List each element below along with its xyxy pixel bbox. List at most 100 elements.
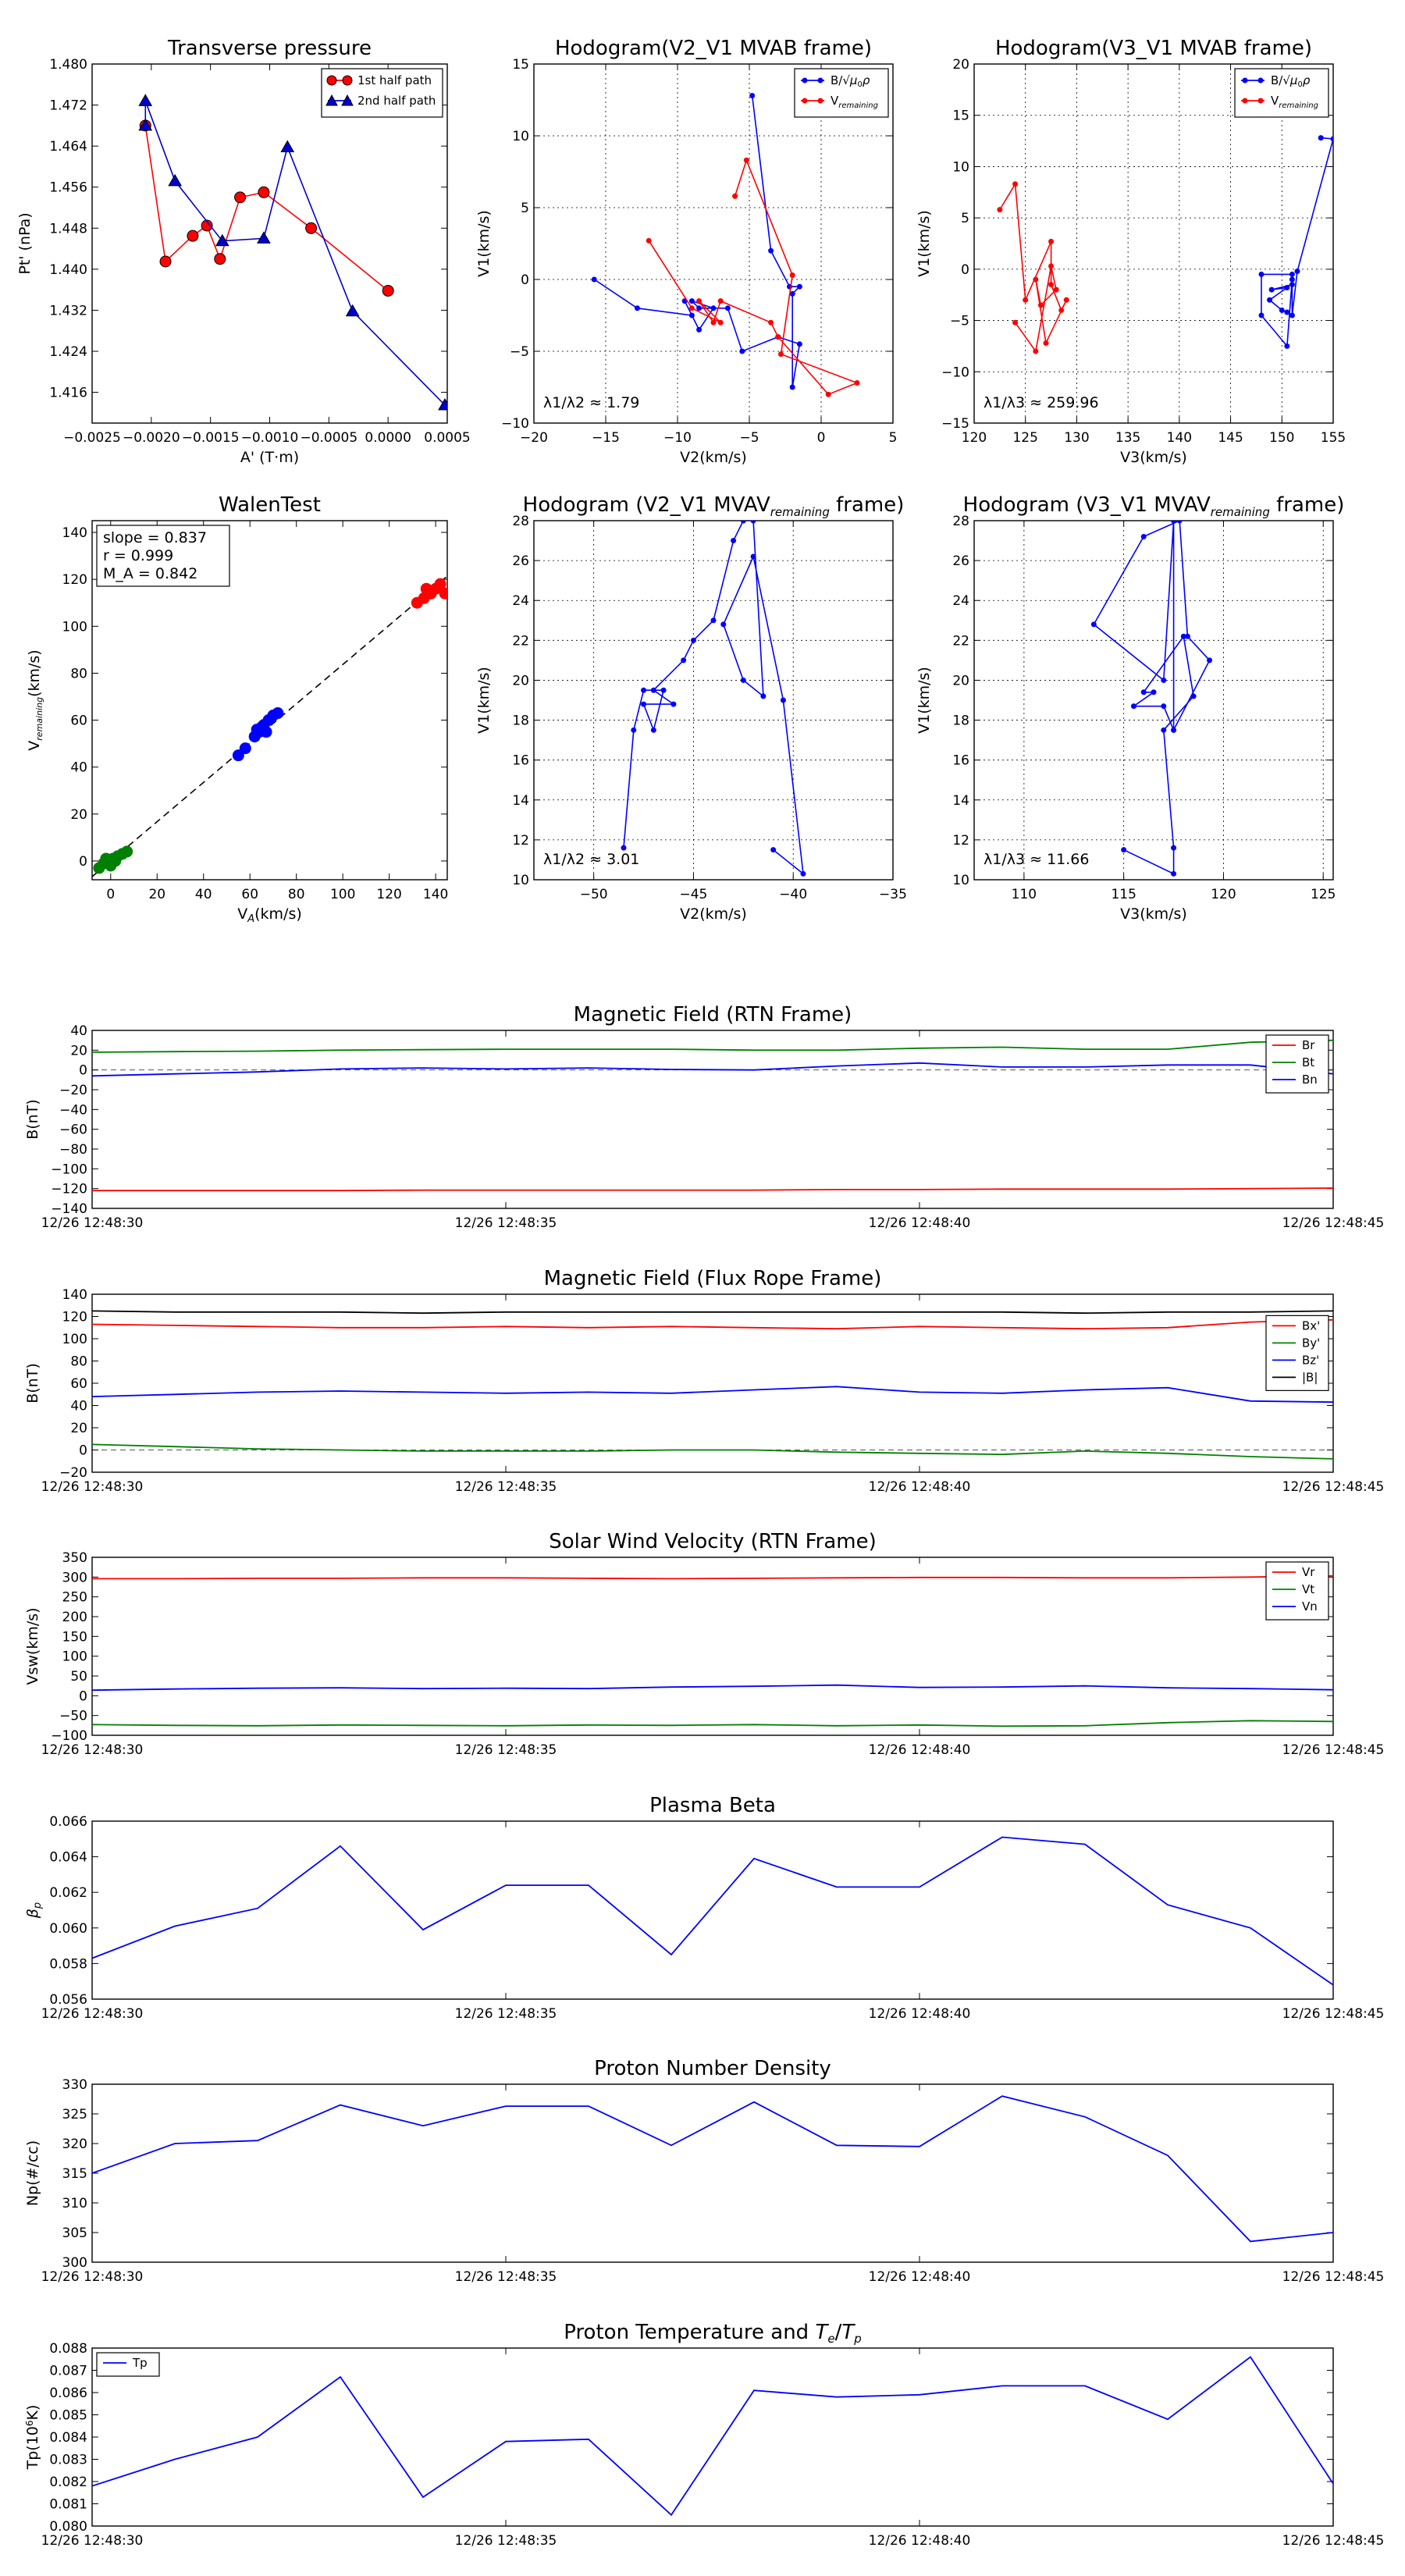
y-axis-label: Vremaining(km/s): [26, 649, 44, 750]
data-point: [439, 587, 447, 600]
legend-marker: [1242, 77, 1248, 84]
legend-label: 2nd half path: [357, 94, 436, 108]
x-tick-label: 12/26 12:48:35: [455, 1742, 557, 1758]
x-tick-label: −35: [879, 887, 907, 902]
chart-bfield_fr: Magnetic Field (Flux Rope Frame) 12/26 12…: [24, 1267, 1384, 1495]
x-tick-label: 40: [195, 887, 212, 902]
data-point: [1184, 633, 1190, 639]
data-point: [1284, 309, 1290, 315]
data-point: [789, 272, 795, 278]
data-point: [1058, 307, 1065, 313]
series-line: [92, 1187, 1333, 1192]
y-tick-label: 10: [512, 873, 529, 888]
series-line: [92, 1720, 1333, 1727]
data-point: [1063, 297, 1069, 303]
data-point: [650, 727, 656, 733]
y-tick-label: 0.087: [49, 2364, 87, 2379]
legend-marker: [817, 77, 823, 84]
y-tick-label: 0.085: [49, 2408, 87, 2424]
eigenvalue-ratio: λ1/λ2 ≈ 1.79: [543, 394, 639, 411]
series-line: [92, 1310, 1333, 1315]
x-tick-label: 5: [889, 430, 898, 446]
y-tick-label: 0: [79, 1063, 87, 1079]
legend-marker: [325, 94, 338, 106]
x-tick-label: 135: [1115, 430, 1140, 446]
data-point: [650, 687, 656, 693]
walen-stats-box: [96, 525, 230, 587]
eigenvalue-ratio: λ1/λ3 ≈ 259.96: [984, 394, 1099, 411]
legend: Br Bt Bn: [1265, 1034, 1329, 1094]
x-tick-label: 12/26 12:48:30: [41, 2006, 144, 2022]
x-tick-label: 12/26 12:48:40: [869, 1479, 971, 1495]
y-tick-label: 315: [62, 2166, 87, 2182]
data-point: [1180, 633, 1186, 639]
y-tick-label: 0: [79, 854, 87, 870]
data-point: [796, 341, 802, 347]
y-tick-label: 5: [521, 201, 529, 216]
plot-frame: [973, 63, 1334, 424]
data-point: [121, 845, 133, 858]
series-vt: [92, 1720, 1333, 1727]
legend-label: Bn: [1302, 1073, 1318, 1087]
data-point: [696, 326, 702, 333]
x-tick-label: 12/26 12:48:35: [455, 2269, 557, 2285]
y-tick-label: −100: [51, 1728, 87, 1744]
y-tick-label: 26: [512, 553, 529, 569]
data-point: [1161, 677, 1167, 683]
x-tick-label: −15: [592, 430, 620, 446]
data-point: [780, 697, 786, 703]
data-point: [1289, 276, 1295, 283]
plot-frame: [91, 2347, 1334, 2527]
y-tick-label: 0.084: [49, 2430, 87, 2446]
chart-tp: Proton Temperature and Te/Tp 12/26 12:48:…: [24, 2321, 1384, 2549]
x-tick-label: 120: [376, 887, 401, 902]
data-point: [740, 677, 746, 683]
data-point: [740, 521, 746, 524]
y-tick-label: 1.424: [49, 344, 87, 360]
series-line: [92, 1574, 1333, 1580]
series-line: [92, 1062, 1333, 1077]
data-point: [724, 305, 731, 311]
legend-label: Vr: [1302, 1565, 1315, 1579]
x-tick-label: 0: [106, 887, 115, 902]
series-b: [1090, 521, 1213, 877]
y-tick-label: 1.432: [49, 303, 87, 318]
data-point: [1294, 268, 1300, 274]
data-point: [591, 276, 597, 283]
data-point: [272, 707, 284, 720]
data-point: [239, 742, 251, 755]
y-tick-label: 1.448: [49, 221, 87, 237]
data-point: [1284, 343, 1290, 349]
y-tick-label: 26: [952, 553, 969, 569]
y-tick-label: 120: [62, 1310, 87, 1325]
y-tick-label: 350: [62, 1550, 87, 1566]
x-tick-label: 12/26 12:48:40: [869, 1215, 971, 1231]
x-tick-label: 12/26 12:48:45: [1282, 1742, 1385, 1758]
y-tick-label: 15: [952, 109, 969, 124]
data-layer: [621, 521, 806, 877]
data-point: [775, 334, 781, 340]
y-tick-label: 150: [62, 1629, 87, 1645]
y-tick-label: −60: [59, 1123, 87, 1138]
x-axis-label: V2(km/s): [680, 906, 747, 923]
data-point: [257, 231, 271, 244]
series-line: [92, 1836, 1333, 1986]
data-point: [1289, 312, 1295, 318]
data-point: [1048, 282, 1055, 288]
legend-marker: [1242, 98, 1248, 104]
y-axis-label: Vsw(km/s): [24, 1607, 41, 1685]
data-point: [345, 304, 360, 317]
data-point: [1048, 238, 1055, 244]
plot-frame: [91, 63, 448, 424]
y-tick-label: 16: [952, 753, 969, 769]
x-tick-label: 140: [1167, 430, 1192, 446]
data-point: [777, 351, 784, 358]
series-by-: [92, 1443, 1333, 1460]
data-point: [1171, 521, 1177, 524]
data-layer: [92, 575, 447, 877]
y-tick-label: 0.064: [49, 1850, 87, 1866]
data-point: [1176, 521, 1183, 524]
data-point: [760, 693, 767, 699]
y-tick-label: 40: [70, 760, 87, 776]
y-tick-label: 0.088: [49, 2341, 87, 2357]
